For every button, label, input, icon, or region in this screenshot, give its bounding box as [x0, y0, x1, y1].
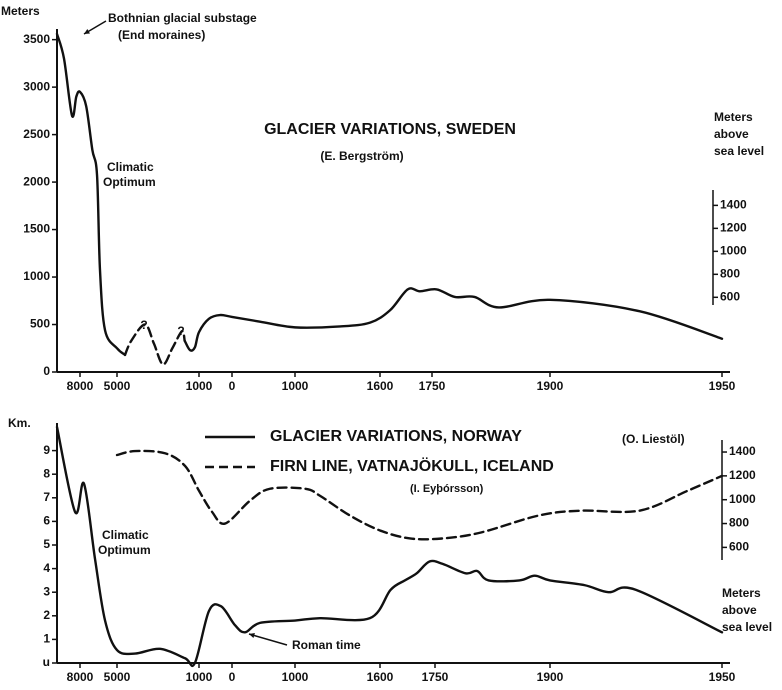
arrow-head — [249, 632, 255, 639]
y-tick-label: 1000 — [23, 269, 50, 283]
y2-axis-label: sea level — [722, 620, 772, 634]
y-tick-label: 500 — [30, 317, 50, 331]
x-tick-label: 1750 — [422, 670, 449, 684]
y-tick-label: u — [43, 655, 50, 669]
x-tick-label: 8000 — [67, 379, 94, 393]
annotation: Roman time — [292, 638, 361, 652]
y2-axis-label: above — [714, 127, 749, 141]
annotation: (I. Eyþórsson) — [410, 483, 484, 495]
y2-tick-label: 1400 — [720, 198, 747, 212]
y-tick-label: 1500 — [23, 222, 50, 236]
y-tick-label: 3000 — [23, 79, 50, 93]
legend-label: GLACIER VARIATIONS, NORWAY — [270, 428, 522, 445]
chart-title: GLACIER VARIATIONS, SWEDEN — [264, 121, 516, 138]
legend-label: FIRN LINE, VATNAJÖKULL, ICELAND — [270, 456, 554, 475]
y-tick-label: 7 — [43, 490, 50, 504]
y2-axis-label: Meters — [722, 586, 761, 600]
x-tick-label: 1950 — [709, 379, 736, 393]
line-series — [115, 449, 724, 541]
x-tick-label: 5000 — [104, 379, 131, 393]
annotation: Bothnian glacial substage — [108, 11, 257, 25]
annotation: Climatic — [107, 160, 154, 174]
y2-axis-label: sea level — [714, 144, 764, 158]
line-series — [123, 323, 186, 366]
x-tick-label: 1950 — [709, 670, 736, 684]
annotation: Optimum — [98, 543, 151, 557]
annotation: Climatic — [102, 528, 149, 542]
x-tick-label: 0 — [229, 670, 236, 684]
annotation: (End moraines) — [118, 28, 205, 42]
arrow-head — [84, 29, 90, 34]
annotation: (O. Liestöl) — [622, 432, 685, 446]
y-tick-label: 2000 — [23, 174, 50, 188]
y-tick-label: 4 — [43, 561, 50, 575]
y-tick-label: 1 — [43, 632, 50, 646]
y-tick-label: 3 — [43, 584, 50, 598]
y2-tick-label: 600 — [729, 540, 749, 554]
x-tick-label: 0 — [229, 379, 236, 393]
y2-axis-label: above — [722, 603, 757, 617]
x-tick-label: 5000 — [104, 670, 131, 684]
y-tick-label: 2 — [43, 608, 50, 622]
y2-tick-label: 1200 — [729, 468, 756, 482]
annotation: Optimum — [103, 175, 156, 189]
y2-tick-label: 1200 — [720, 221, 747, 235]
y2-tick-label: 1000 — [729, 492, 756, 506]
y-tick-label: 6 — [43, 514, 50, 528]
annotation-arrow — [248, 633, 288, 646]
y2-tick-label: 1000 — [720, 244, 747, 258]
y-tick-label: 2500 — [23, 127, 50, 141]
y-axis-label: Km. — [8, 416, 31, 430]
y-tick-label: 9 — [43, 443, 50, 457]
chart-subtitle: (E. Bergström) — [320, 149, 403, 163]
x-tick-label: 1600 — [367, 379, 394, 393]
y2-tick-label: 800 — [729, 516, 749, 530]
line-series — [55, 425, 724, 668]
y-tick-label: 3500 — [23, 32, 50, 46]
y-tick-label: 5 — [43, 537, 50, 551]
x-tick-label: 1600 — [367, 670, 394, 684]
x-tick-label: 1000 — [282, 379, 309, 393]
x-tick-label: 1900 — [537, 670, 564, 684]
y-tick-label: 0 — [43, 364, 50, 378]
line-series — [55, 32, 724, 357]
y2-axis-label: Meters — [714, 110, 753, 124]
x-tick-label: 1900 — [537, 379, 564, 393]
y2-tick-label: 1400 — [729, 444, 756, 458]
x-tick-label: 1000 — [186, 379, 213, 393]
y-axis-label: Meters — [1, 4, 40, 18]
x-tick-label: 1000 — [186, 670, 213, 684]
y2-tick-label: 800 — [720, 266, 740, 280]
y2-tick-label: 600 — [720, 289, 740, 303]
x-tick-label: 1000 — [282, 670, 309, 684]
y-tick-label: 8 — [43, 466, 50, 480]
x-tick-label: 1750 — [419, 379, 446, 393]
x-tick-label: 8000 — [67, 670, 94, 684]
